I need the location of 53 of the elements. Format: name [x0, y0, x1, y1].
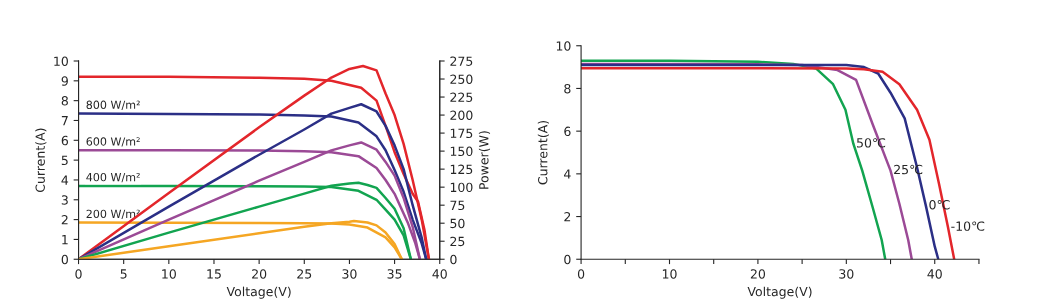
y-tick-label: 2: [61, 215, 68, 225]
x-tick-label: 30: [839, 269, 854, 279]
y-tick-label: 0: [61, 254, 68, 265]
x-tick-label: 10: [662, 269, 677, 279]
y2-axis-title: Power(W): [478, 131, 491, 189]
y2-tick-label: 75: [450, 200, 465, 211]
series-label: 400 W/m²: [86, 172, 140, 183]
y-tick-label: 2: [564, 212, 571, 222]
y-tick-label: 5: [61, 155, 68, 166]
y2-tick-label: 0: [450, 254, 457, 265]
x-tick-label: 30: [342, 269, 357, 279]
y-tick-label: 7: [61, 116, 68, 126]
y-axis-title: Current(A): [35, 128, 47, 193]
y-tick-label: 8: [61, 96, 68, 106]
y-tick-label: 0: [564, 254, 571, 265]
y2-tick-label: 200: [450, 110, 473, 120]
x-tick-label: 20: [750, 269, 766, 279]
x-tick-label: 20: [252, 269, 267, 279]
y-axis-title: Current(A): [537, 120, 549, 185]
y-tick-label: 6: [61, 135, 69, 146]
x-tick-label: 15: [207, 269, 221, 279]
y-tick-label: 1: [62, 235, 68, 245]
x-tick-label: 10: [162, 269, 176, 279]
series-label: 600 W/m²: [86, 137, 140, 147]
y2-tick-label: 100: [450, 182, 473, 193]
y-tick-label: 4: [564, 169, 571, 179]
y2-tick-label: 250: [450, 74, 473, 84]
y-tick-label: 6: [564, 126, 571, 137]
y2-tick-label: 50: [450, 218, 465, 229]
y-tick-label: 10: [54, 56, 68, 66]
y-tick-label: 9: [61, 76, 68, 86]
y2-tick-label: 175: [450, 128, 473, 139]
y2-tick-label: 125: [450, 164, 473, 175]
y2-tick-label: 25: [450, 236, 465, 247]
y2-tick-label: 275: [450, 56, 473, 66]
series-label: 200 W/m²: [86, 209, 140, 219]
series-label: -10℃: [951, 221, 985, 231]
y-tick-label: 3: [61, 195, 68, 205]
x-tick-label: 25: [297, 269, 312, 279]
x-tick-label: 0: [75, 269, 82, 279]
x-tick-label: 40: [927, 269, 942, 279]
y-tick-label: 8: [564, 83, 571, 94]
y2-tick-label: 225: [450, 92, 473, 102]
x-tick-label: 35: [387, 269, 402, 279]
x-tick-label: 5: [120, 269, 127, 279]
y-tick-label: 10: [556, 41, 571, 51]
series-label: 800 W/m²: [86, 100, 140, 110]
y-tick-label: 4: [61, 175, 69, 185]
x-axis-title: Voltage(V): [747, 286, 812, 299]
x-tick-label: 0: [577, 269, 585, 279]
y2-tick-label: 150: [450, 146, 473, 157]
x-axis-title: Voltage(V): [226, 286, 291, 299]
x-tick-label: 40: [432, 269, 447, 279]
